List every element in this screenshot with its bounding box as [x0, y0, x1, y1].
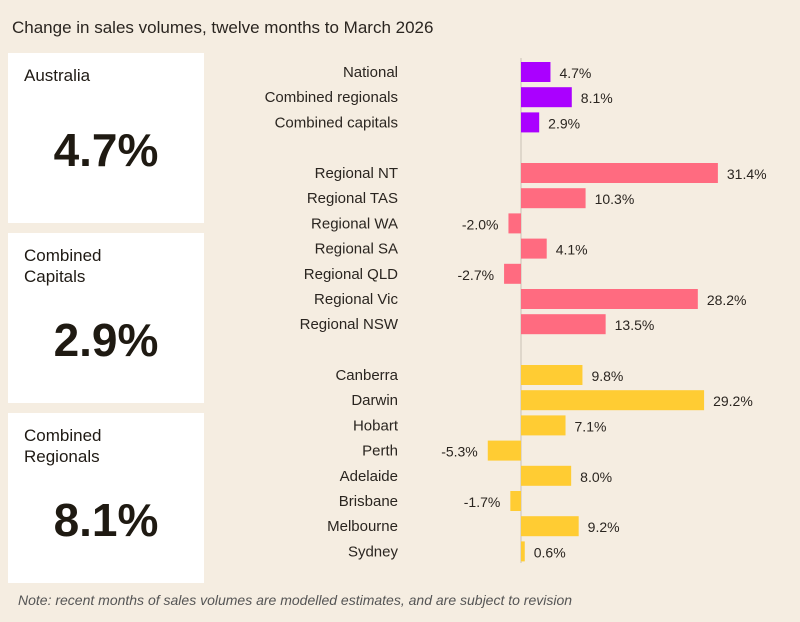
data-label: 9.8% — [591, 368, 623, 384]
category-label: Regional Vic — [314, 291, 398, 308]
category-label: Regional WA — [311, 215, 398, 232]
card-value: 8.1% — [53, 494, 159, 546]
category-label: Darwin — [351, 392, 398, 409]
category-label: Sydney — [348, 543, 399, 560]
category-label: Melbourne — [327, 518, 398, 535]
category-label: Brisbane — [339, 493, 398, 510]
bar — [521, 238, 547, 259]
bar — [521, 188, 586, 209]
bar — [521, 314, 606, 335]
bar — [521, 415, 566, 436]
data-label: 0.6% — [534, 544, 566, 560]
bar — [521, 541, 525, 562]
data-label: 31.4% — [727, 166, 767, 182]
data-label: 10.3% — [595, 191, 635, 207]
data-label: 9.2% — [588, 519, 620, 535]
card-combined-capitals: Combined Capitals 2.9% — [8, 233, 204, 403]
bar — [521, 87, 572, 108]
bar — [521, 112, 540, 133]
category-label: Regional QLD — [304, 266, 398, 283]
bar — [510, 491, 521, 511]
category-label: Regional SA — [315, 241, 398, 258]
category-label: Perth — [362, 443, 398, 460]
category-label: Combined capitals — [275, 114, 398, 131]
bar — [508, 213, 521, 234]
card-value: 4.7% — [53, 124, 159, 176]
card-value: 2.9% — [53, 314, 159, 366]
data-label: -2.0% — [462, 216, 499, 232]
card-label: Combined Regionals — [24, 426, 102, 466]
data-label: -1.7% — [464, 494, 501, 510]
category-label: Canberra — [335, 367, 398, 384]
bar — [521, 516, 579, 537]
category-label: Hobart — [353, 417, 399, 434]
data-label: 4.7% — [559, 65, 591, 81]
category-label: Adelaide — [340, 468, 398, 485]
data-label: 13.5% — [615, 317, 655, 333]
bar — [521, 163, 718, 183]
category-label: Combined regionals — [265, 89, 398, 106]
data-label: 28.2% — [707, 292, 747, 308]
data-label: 29.2% — [713, 393, 753, 409]
data-label: 8.1% — [581, 90, 613, 106]
data-label: -5.3% — [441, 444, 478, 460]
bar — [521, 289, 698, 309]
card-label: Combined Capitals — [24, 246, 102, 286]
bar — [521, 365, 583, 385]
bar — [521, 62, 551, 82]
data-label: -2.7% — [457, 267, 494, 283]
category-label: Regional NT — [315, 165, 398, 182]
card-australia: Australia 4.7% — [8, 53, 204, 223]
data-label: 8.0% — [580, 469, 612, 485]
category-label: Regional TAS — [307, 190, 398, 207]
card-label: Australia — [24, 66, 91, 85]
bar — [521, 465, 572, 486]
footnote: Note: recent months of sales volumes are… — [18, 592, 573, 608]
category-label: National — [343, 64, 398, 81]
chart-title: Change in sales volumes, twelve months t… — [12, 18, 434, 37]
data-label: 7.1% — [575, 418, 607, 434]
bar — [521, 390, 705, 411]
bar — [504, 263, 521, 284]
card-combined-regionals: Combined Regionals 8.1% — [8, 413, 204, 583]
data-label: 2.9% — [548, 115, 580, 131]
data-label: 4.1% — [556, 242, 588, 258]
bar — [487, 440, 521, 461]
category-label: Regional NSW — [300, 316, 399, 333]
